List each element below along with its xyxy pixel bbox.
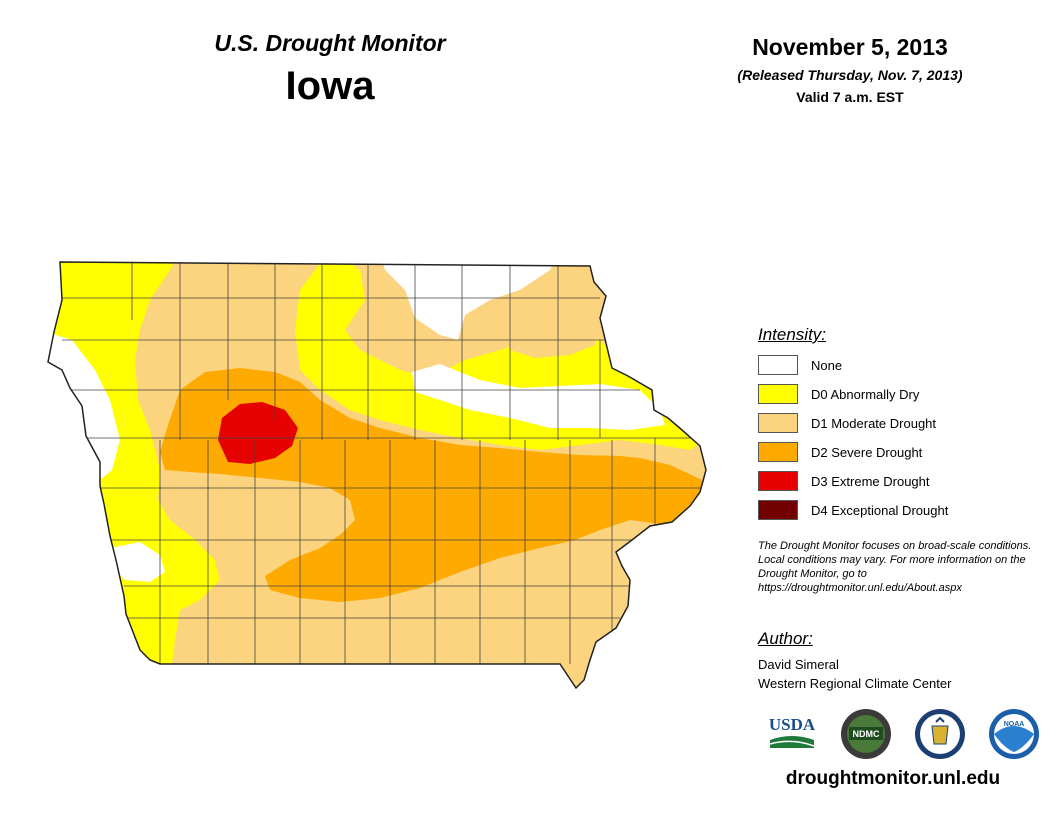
legend-label: D0 Abnormally Dry xyxy=(811,386,920,402)
legend-label: D3 Extreme Drought xyxy=(811,473,930,489)
legend-item-d3: D3 Extreme Drought xyxy=(758,470,930,492)
author-name: David Simeral xyxy=(758,657,839,672)
legend-title: Intensity: xyxy=(758,325,827,344)
none-area-northeast xyxy=(380,262,560,340)
noaa-logo: NOAA xyxy=(989,709,1039,759)
website-link[interactable]: droughtmonitor.unl.edu xyxy=(785,768,1001,789)
iowa-outline xyxy=(47,261,707,690)
state-title: Iowa xyxy=(285,64,375,108)
ndmc-logo: NDMC xyxy=(841,709,891,759)
doc-logo xyxy=(915,709,965,759)
legend-label: D1 Moderate Drought xyxy=(811,415,937,431)
legend-item-d4: D4 Exceptional Drought xyxy=(758,499,948,521)
legend-item-d1: D1 Moderate Drought xyxy=(758,412,936,434)
legend-label: None xyxy=(811,357,843,373)
legend-swatch xyxy=(758,384,798,404)
legend-label: D4 Exceptional Drought xyxy=(811,502,949,518)
noaa-logo-text: NOAA xyxy=(1004,721,1025,728)
legend-item-none: None xyxy=(758,354,842,376)
usda-logo-text: USDA xyxy=(769,715,816,734)
map-title: U.S. Drought Monitor xyxy=(214,30,446,56)
none-area-southwest xyxy=(110,542,165,582)
county-boundaries xyxy=(60,262,706,664)
disclaimer-note: The Drought Monitor focuses on broad-sca… xyxy=(758,540,1032,594)
legend-swatch xyxy=(758,471,798,491)
legend-item-d0: D0 Abnormally Dry xyxy=(758,383,919,405)
d1-area-northeast xyxy=(505,300,595,358)
release-date: (Released Thursday, Nov. 7, 2013) xyxy=(737,67,963,83)
map-date: November 5, 2013 xyxy=(752,34,948,60)
author-org: Western Regional Climate Center xyxy=(758,676,952,691)
ndmc-logo-text: NDMC xyxy=(853,729,880,739)
valid-time: Valid 7 a.m. EST xyxy=(796,89,904,105)
legend-item-d2: D2 Severe Drought xyxy=(758,441,922,463)
legend-swatch xyxy=(758,442,798,462)
legend-label: D2 Severe Drought xyxy=(811,444,923,460)
d3-area-central xyxy=(218,402,298,464)
author-title: Author: xyxy=(758,629,813,648)
legend-swatch xyxy=(758,355,798,375)
legend-swatch xyxy=(758,500,798,520)
legend-swatch xyxy=(758,413,798,433)
none-area-east xyxy=(412,364,665,430)
usda-logo: USDA xyxy=(769,715,816,748)
